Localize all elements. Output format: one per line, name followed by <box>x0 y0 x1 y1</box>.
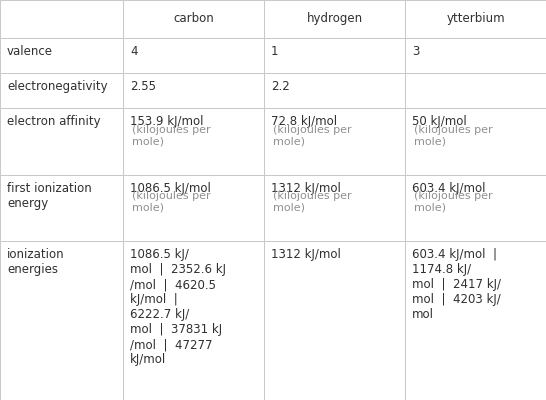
Text: 50 kJ/mol: 50 kJ/mol <box>412 115 467 128</box>
Bar <box>0 0 123 38</box>
Bar <box>0 73 123 108</box>
Text: 2.2: 2.2 <box>271 80 290 93</box>
Bar <box>123 38 264 73</box>
Text: (kilojoules per
mole): (kilojoules per mole) <box>273 125 352 146</box>
Bar <box>264 108 405 175</box>
Text: 603.4 kJ/mol  |
1174.8 kJ/
mol  |  2417 kJ/
mol  |  4203 kJ/
mol: 603.4 kJ/mol | 1174.8 kJ/ mol | 2417 kJ/… <box>412 248 501 322</box>
Text: carbon: carbon <box>173 12 214 25</box>
Bar <box>405 175 546 241</box>
Bar <box>264 175 405 241</box>
Bar <box>123 73 264 108</box>
Bar <box>0 108 123 175</box>
Bar <box>405 73 546 108</box>
Text: electronegativity: electronegativity <box>7 80 108 93</box>
Bar <box>405 108 546 175</box>
Text: (kilojoules per
mole): (kilojoules per mole) <box>273 191 352 213</box>
Bar <box>0 175 123 241</box>
Text: hydrogen: hydrogen <box>306 12 363 25</box>
Bar <box>123 175 264 241</box>
Text: 4: 4 <box>130 45 138 58</box>
Text: 1312 kJ/mol: 1312 kJ/mol <box>271 248 341 262</box>
Text: (kilojoules per
mole): (kilojoules per mole) <box>414 191 493 213</box>
Bar <box>123 0 264 38</box>
Text: 1: 1 <box>271 45 278 58</box>
Bar <box>264 38 405 73</box>
Text: 603.4 kJ/mol: 603.4 kJ/mol <box>412 182 485 195</box>
Text: 153.9 kJ/mol: 153.9 kJ/mol <box>130 115 204 128</box>
Bar <box>123 241 264 400</box>
Bar <box>0 241 123 400</box>
Text: valence: valence <box>7 45 53 58</box>
Text: ionization
energies: ionization energies <box>7 248 65 276</box>
Text: 2.55: 2.55 <box>130 80 156 93</box>
Bar <box>264 241 405 400</box>
Text: (kilojoules per
mole): (kilojoules per mole) <box>132 191 211 213</box>
Bar <box>405 38 546 73</box>
Text: 1086.5 kJ/mol: 1086.5 kJ/mol <box>130 182 211 195</box>
Text: 72.8 kJ/mol: 72.8 kJ/mol <box>271 115 337 128</box>
Bar <box>405 0 546 38</box>
Bar <box>405 241 546 400</box>
Bar <box>123 108 264 175</box>
Bar <box>264 0 405 38</box>
Bar <box>0 38 123 73</box>
Text: ytterbium: ytterbium <box>446 12 505 25</box>
Text: 3: 3 <box>412 45 419 58</box>
Text: 1086.5 kJ/
mol  |  2352.6 kJ
/mol  |  4620.5
kJ/mol  |
6222.7 kJ/
mol  |  37831 : 1086.5 kJ/ mol | 2352.6 kJ /mol | 4620.5… <box>130 248 226 366</box>
Bar <box>264 73 405 108</box>
Text: first ionization
energy: first ionization energy <box>7 182 92 210</box>
Text: (kilojoules per
mole): (kilojoules per mole) <box>132 125 211 146</box>
Text: electron affinity: electron affinity <box>7 115 100 128</box>
Text: 1312 kJ/mol: 1312 kJ/mol <box>271 182 341 195</box>
Text: (kilojoules per
mole): (kilojoules per mole) <box>414 125 493 146</box>
